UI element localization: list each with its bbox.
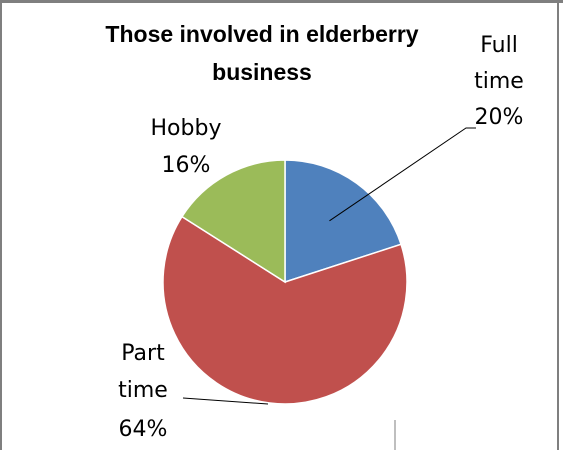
slice-label-full-time-value: 20% [475,105,524,130]
slice-label-hobby-line-1: Hobby [151,116,222,141]
slice-label-part-time: Part time 64% [118,341,168,442]
slice-label-hobby: Hobby 16% [151,116,222,178]
slice-label-full-time-line-2: time [474,69,524,94]
leader-line-part-time [182,397,269,405]
leader-lines [182,127,476,405]
leader-line-full-time [329,127,476,222]
slice-label-full-time: Full time 20% [474,33,524,130]
pie-slice-hobby [180,159,286,284]
chart-title-line-2: business [212,59,312,85]
slice-label-part-time-value: 64% [119,417,168,442]
slice-label-hobby-value: 16% [162,153,211,178]
slice-label-full-time-line-1: Full [480,33,518,58]
pie-slices [162,159,408,405]
pie-slice-part-time [162,215,408,405]
pie-slice-full-time [284,159,402,284]
slice-label-part-time-line-1: Part [121,341,165,366]
slice-label-part-time-line-2: time [118,378,168,403]
chart-title-line-1: Those involved in elderberry [105,21,418,47]
